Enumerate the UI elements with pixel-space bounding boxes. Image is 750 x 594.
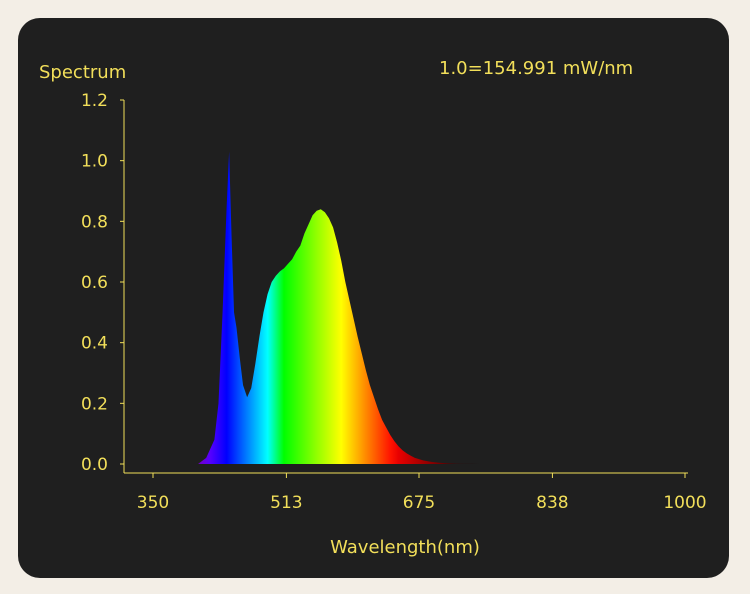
- y-tick-label: 0.0: [81, 455, 108, 475]
- y-tick-label: 0.8: [81, 212, 108, 232]
- y-tick-label: 0.6: [81, 273, 108, 293]
- x-tick-label: 1000: [663, 493, 706, 513]
- y-tick-label: 1.2: [81, 91, 108, 111]
- x-tick-label: 838: [536, 493, 568, 513]
- x-tick-label: 513: [270, 493, 302, 513]
- y-tick-label: 1.0: [81, 152, 108, 172]
- x-tick-label: 675: [403, 493, 435, 513]
- chart-title: Spectrum: [39, 62, 126, 83]
- x-ticks: 350 513 675 838 1000: [137, 473, 707, 513]
- spectrum-area: [198, 151, 497, 464]
- chart-panel: [18, 18, 729, 578]
- x-axis-label: Wavelength(nm): [330, 537, 480, 558]
- x-tick-label: 350: [137, 493, 169, 513]
- y-tick-label: 0.2: [81, 394, 108, 414]
- y-tick-label: 0.4: [81, 334, 108, 354]
- y-ticks: 0.0 0.2 0.4 0.6 0.8 1.0 1.2: [81, 91, 124, 475]
- scale-annotation: 1.0=154.991 mW/nm: [439, 58, 633, 79]
